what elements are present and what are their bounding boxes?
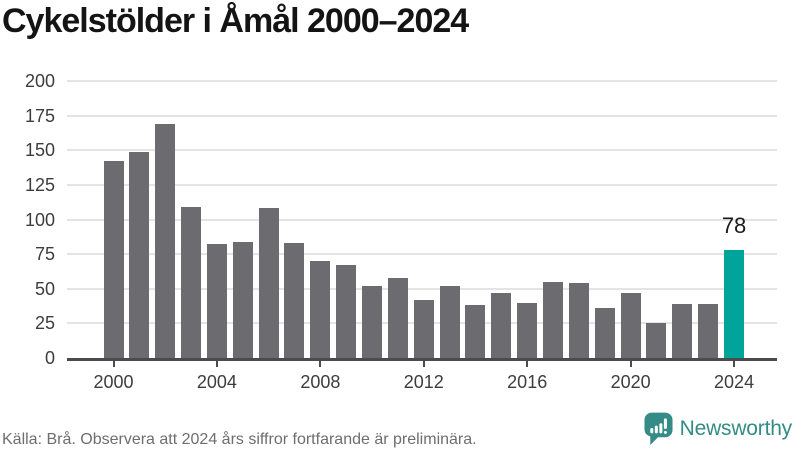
gridline-100 (67, 218, 777, 221)
logo-bar-medium (654, 425, 658, 434)
bar-2015 (491, 292, 512, 358)
gridline-200 (67, 80, 777, 82)
bar-2022 (672, 304, 693, 358)
bar-2007 (284, 243, 305, 358)
bar-2016 (517, 302, 538, 358)
bar-2012 (413, 299, 434, 358)
y-tick-label-200: 200 (24, 71, 55, 91)
y-tick-label-0: 0 (44, 348, 55, 368)
gridline-75 (67, 253, 777, 256)
y-tick-label-125: 125 (24, 174, 55, 195)
x-tick-label-2008: 2008 (300, 372, 341, 392)
bar-2010 (362, 285, 383, 358)
y-tick-label-175: 175 (24, 105, 55, 126)
brand-name: Newsworthy (679, 417, 793, 440)
chart-title: Cykelstölder i Åmål 2000–2024 (2, 2, 469, 40)
bar-2011 (387, 277, 408, 358)
gridline-150 (67, 149, 777, 152)
x-tick-label-2000: 2000 (93, 372, 134, 392)
gridline-175 (67, 114, 777, 117)
x-tick-label-2020: 2020 (610, 372, 651, 392)
bar-2013 (439, 285, 460, 358)
bar-2006 (258, 208, 279, 358)
highlight-value-label: 78 (721, 212, 747, 238)
newsworthy-bar-chart-bubble-icon (644, 412, 673, 445)
bar-2009 (336, 265, 357, 358)
x-tick-2012 (422, 361, 425, 367)
bar-2020 (620, 292, 641, 358)
bar-2001 (129, 151, 150, 358)
y-tick-label-100: 100 (24, 209, 55, 230)
y-tick-label-50: 50 (34, 278, 55, 299)
x-tick-2020 (629, 361, 632, 367)
y-tick-label-75: 75 (34, 244, 55, 265)
bar-2014 (465, 305, 486, 358)
x-tick-label-2024: 2024 (714, 372, 755, 392)
bar-2021 (646, 323, 667, 358)
bar-2002 (155, 123, 176, 358)
x-tick-2016 (526, 361, 529, 367)
logo-exclamation-stem (663, 418, 667, 429)
x-tick-label-2016: 2016 (507, 372, 548, 392)
x-tick-2004 (215, 361, 218, 367)
bar-2003 (181, 207, 202, 358)
bar-2017 (543, 281, 564, 358)
logo-bar-small (649, 428, 653, 434)
gridline-125 (67, 183, 777, 186)
source-note: Källa: Brå. Observera att 2024 års siffr… (2, 431, 477, 448)
gridline-50 (67, 287, 777, 290)
logo-exclamation-dot (663, 430, 667, 434)
bar-2008 (310, 261, 331, 358)
bar-highlight-2024 (724, 249, 745, 358)
bar-2000 (103, 161, 124, 358)
bar-2023 (698, 304, 719, 358)
bar-2018 (568, 283, 589, 358)
bar-2004 (206, 244, 227, 358)
y-tick-label-150: 150 (24, 140, 55, 161)
logo-bar-tall (658, 423, 662, 434)
y-tick-label-25: 25 (34, 313, 55, 334)
x-tick-2008 (319, 361, 322, 367)
x-tick-label-2012: 2012 (403, 372, 444, 392)
x-tick-label-2004: 2004 (196, 372, 237, 392)
x-tick-2024 (733, 361, 736, 367)
bar-2005 (232, 241, 253, 358)
newsworthy-logo: Newsworthy (644, 412, 792, 446)
x-tick-2000 (112, 361, 115, 367)
plot-area (67, 80, 777, 367)
bar-2019 (594, 308, 615, 358)
